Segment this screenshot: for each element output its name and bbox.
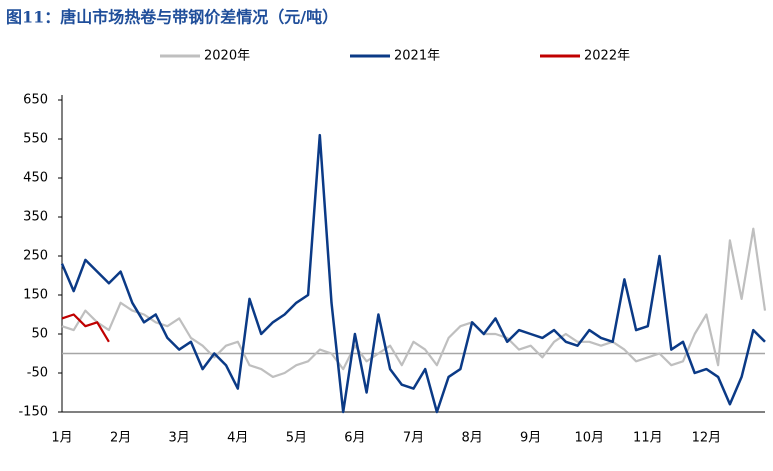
x-tick-label: 4月 (227, 431, 248, 446)
series-line (61, 313, 110, 343)
x-tick-label: 6月 (344, 431, 365, 446)
y-tick-label: 250 (23, 249, 48, 264)
y-tick-label: -50 (27, 366, 48, 381)
x-tick-label: 12月 (692, 431, 722, 446)
y-tick-label: 50 (31, 327, 48, 342)
x-tick-label: 8月 (461, 431, 482, 446)
y-tick-label: 550 (23, 132, 48, 147)
x-tick-label: 3月 (169, 431, 190, 446)
x-tick-label: 10月 (574, 431, 604, 446)
x-tick-label: 11月 (633, 431, 663, 446)
legend-label: 2020年 (204, 49, 250, 64)
x-tick-label: 2月 (110, 431, 131, 446)
x-tick-label: 5月 (286, 431, 307, 446)
x-tick-label: 9月 (520, 431, 541, 446)
legend-label: 2021年 (394, 49, 440, 64)
x-tick-label: 7月 (403, 431, 424, 446)
series-line (60, 133, 766, 414)
chart-title: 图11：唐山市场热卷与带钢价差情况（元/吨） (6, 8, 338, 27)
y-tick-label: 350 (23, 210, 48, 225)
y-tick-label: 650 (23, 93, 48, 108)
y-tick-label: -150 (18, 405, 48, 420)
legend-label: 2022年 (584, 49, 630, 64)
x-tick-label: 1月 (51, 431, 72, 446)
y-tick-label: 450 (23, 171, 48, 186)
series-line (61, 227, 767, 378)
y-tick-label: 150 (23, 288, 48, 303)
